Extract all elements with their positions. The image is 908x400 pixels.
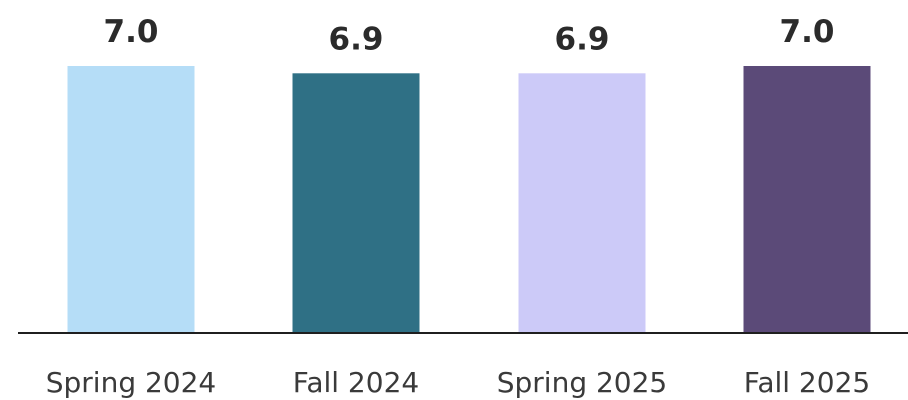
- category-label: Fall 2024: [293, 366, 419, 399]
- value-label: 6.9: [555, 21, 610, 57]
- bars-layer: [67, 66, 871, 333]
- value-label: 7.0: [104, 14, 159, 50]
- value-label: 7.0: [780, 14, 835, 50]
- category-label: Spring 2024: [46, 366, 217, 399]
- category-label: Fall 2025: [744, 366, 870, 399]
- value-label: 6.9: [329, 21, 384, 57]
- bar-spring-2024: [67, 66, 195, 332]
- category-label: Spring 2025: [497, 366, 668, 399]
- bar-fall-2024: [292, 73, 420, 333]
- labels-layer: 7.0 Spring 2024 6.9 Fall 2024 6.9 Spring 2025…: [46, 14, 870, 399]
- bar-spring-2025: [518, 73, 646, 333]
- bar-fall-2025: [743, 66, 871, 332]
